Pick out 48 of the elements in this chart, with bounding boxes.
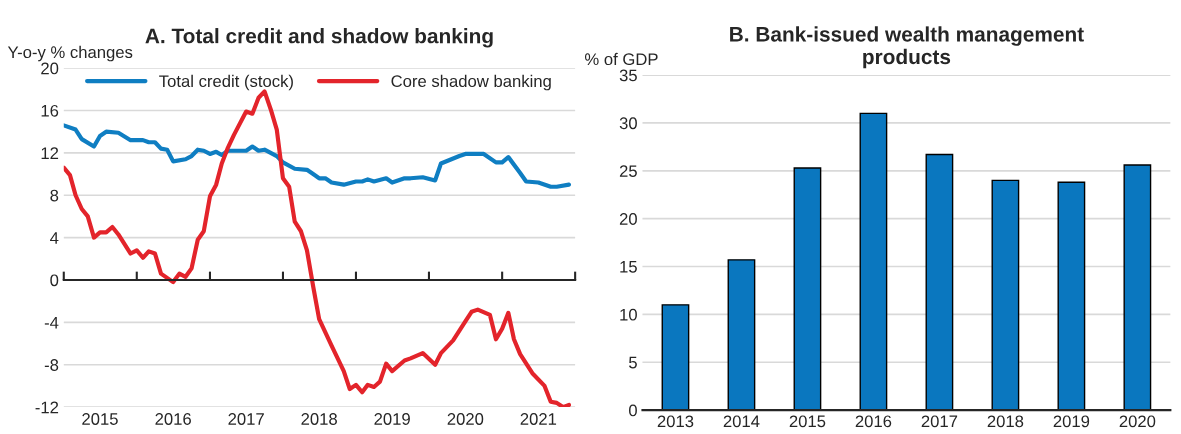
y-tick-label: -4: [44, 316, 59, 329]
y-tick-label: 10: [620, 308, 637, 321]
y-tick-label: -8: [44, 359, 59, 371]
y-tick-label: 12: [41, 147, 59, 159]
y-tick-label: 4: [50, 232, 59, 244]
bar: [661, 304, 690, 411]
y-tick-label: 20: [41, 62, 59, 75]
y-tick-label: 25: [619, 165, 637, 178]
line-series: [63, 123, 572, 189]
x-tick-label: 2016: [155, 413, 191, 425]
x-tick-label: 2016: [855, 415, 892, 428]
bar: [1057, 181, 1086, 411]
x-tick-label: 2018: [987, 415, 1024, 428]
line-series: [63, 89, 572, 408]
x-tick-label: 2014: [723, 415, 760, 428]
y-tick-label: 15: [620, 261, 637, 273]
x-tick-label: 2020: [447, 413, 484, 425]
y-tick-label: 8: [50, 189, 59, 202]
legend-label: Core shadow banking: [391, 74, 551, 91]
y-axis-title: % of GDP: [584, 52, 658, 66]
bar: [991, 179, 1020, 411]
x-tick-label: 2018: [301, 413, 337, 425]
y-tick-label: 5: [629, 356, 637, 369]
y-tick-label: -12: [35, 401, 59, 414]
x-tick-label: 2013: [657, 415, 694, 428]
legend-label: Total credit (stock): [159, 74, 293, 91]
x-tick-label: 2015: [82, 413, 118, 425]
x-tick-label: 2019: [1053, 415, 1090, 428]
bar: [859, 112, 888, 411]
bar: [925, 153, 954, 411]
bar: [727, 259, 756, 411]
y-tick-label: 16: [41, 104, 59, 117]
x-tick-label: 2015: [789, 415, 826, 428]
y-tick-label: 0: [628, 404, 637, 417]
y-axis-title: Y-o-y % changes: [7, 45, 133, 62]
chart-title: B. Bank-issued wealth management products: [730, 26, 1084, 69]
y-tick-label: 30: [619, 117, 637, 130]
y-tick-label: 20: [619, 213, 637, 225]
y-tick-label: 0: [50, 274, 59, 287]
x-tick-label: 2017: [921, 415, 958, 428]
x-tick-label: 2017: [228, 413, 264, 425]
bar: [1123, 164, 1152, 411]
x-tick-label: 2019: [374, 413, 410, 425]
x-tick-label: 2020: [1119, 415, 1156, 428]
x-tick-label: 2021: [520, 413, 557, 425]
bar: [793, 167, 822, 411]
chart-title: A. Total credit and shadow banking: [145, 28, 493, 48]
y-tick-label: 35: [619, 69, 637, 82]
